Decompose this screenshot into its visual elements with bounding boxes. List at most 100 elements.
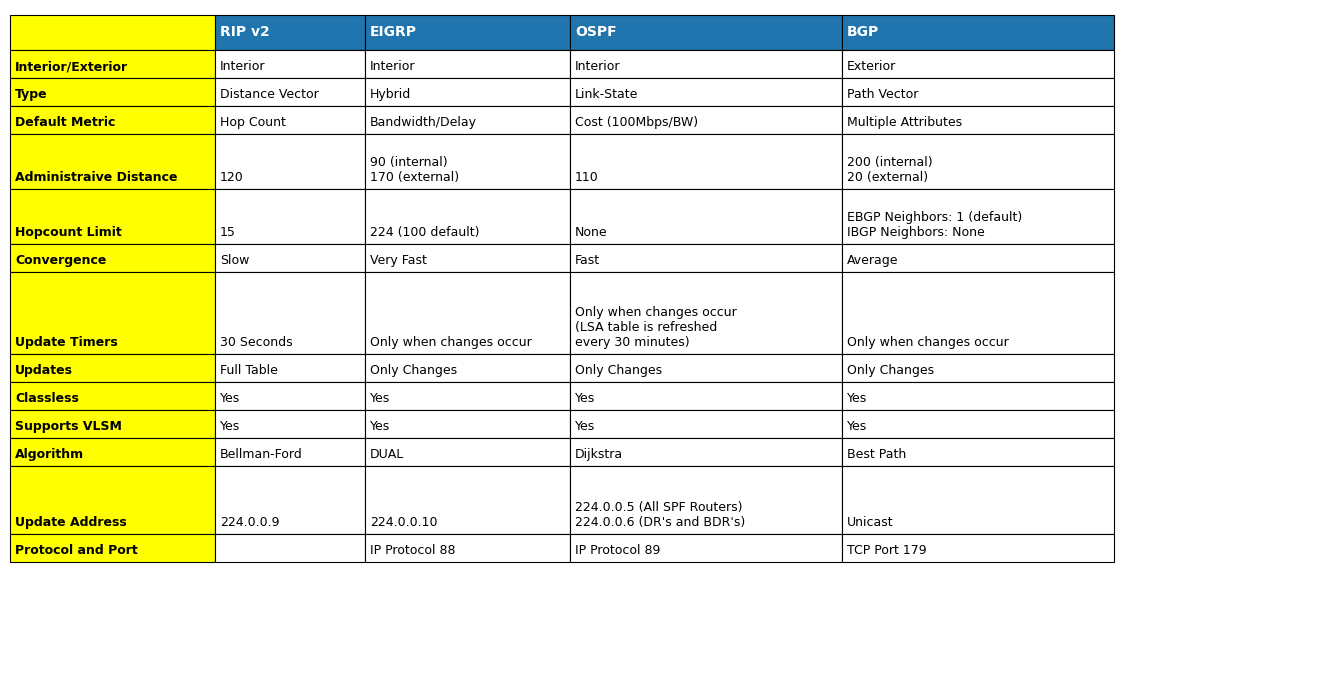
Bar	[11, 466, 214, 534]
Text: 224.0.0.5 (All SPF Routers)
224.0.0.6 (DR's and BDR's): 224.0.0.5 (All SPF Routers) 224.0.0.6 (D…	[575, 501, 745, 529]
Text: IP Protocol 88: IP Protocol 88	[369, 544, 455, 557]
Text: Link-State: Link-State	[575, 88, 638, 101]
Text: Type: Type	[15, 88, 48, 101]
Bar	[214, 382, 365, 410]
Text: Interior: Interior	[220, 60, 266, 73]
Text: 120: 120	[220, 171, 244, 184]
Text: Path Vector: Path Vector	[847, 88, 919, 101]
Text: EIGRP: EIGRP	[369, 26, 417, 39]
Text: Only Changes: Only Changes	[369, 364, 457, 377]
Text: RIP v2: RIP v2	[220, 26, 270, 39]
Text: Yes: Yes	[575, 420, 596, 433]
Bar	[11, 244, 214, 272]
Text: None: None	[575, 226, 608, 239]
Bar	[365, 134, 571, 189]
Text: 110: 110	[575, 171, 598, 184]
Bar	[11, 410, 214, 438]
Text: Yes: Yes	[220, 392, 240, 405]
Text: Exterior: Exterior	[847, 60, 896, 73]
Bar	[842, 354, 1113, 382]
Bar	[11, 15, 214, 50]
Text: Interior/Exterior: Interior/Exterior	[15, 60, 128, 73]
Bar	[365, 410, 571, 438]
Bar	[842, 78, 1113, 106]
Bar	[842, 272, 1113, 354]
Text: Very Fast: Very Fast	[369, 254, 426, 267]
Text: Convergence: Convergence	[15, 254, 106, 267]
Bar	[842, 410, 1113, 438]
Bar	[842, 534, 1113, 562]
Bar	[11, 134, 214, 189]
Bar	[571, 50, 842, 78]
Bar	[571, 438, 842, 466]
Text: Fast: Fast	[575, 254, 600, 267]
Text: Yes: Yes	[369, 392, 391, 405]
Text: Bellman-Ford: Bellman-Ford	[220, 448, 303, 461]
Text: Slow: Slow	[220, 254, 249, 267]
Bar	[571, 466, 842, 534]
Bar	[11, 438, 214, 466]
Bar	[214, 438, 365, 466]
Bar	[571, 106, 842, 134]
Text: Hybrid: Hybrid	[369, 88, 412, 101]
Bar	[11, 50, 214, 78]
Text: Distance Vector: Distance Vector	[220, 88, 319, 101]
Bar	[571, 134, 842, 189]
Text: Administraive Distance: Administraive Distance	[15, 171, 177, 184]
Text: Protocol and Port: Protocol and Port	[15, 544, 138, 557]
Text: Algorithm: Algorithm	[15, 448, 85, 461]
Text: Yes: Yes	[847, 392, 867, 405]
Text: Yes: Yes	[847, 420, 867, 433]
Bar	[571, 244, 842, 272]
Text: Unicast: Unicast	[847, 516, 894, 529]
Bar	[365, 189, 571, 244]
Text: 90 (internal)
170 (external): 90 (internal) 170 (external)	[369, 156, 459, 184]
Bar	[571, 382, 842, 410]
Text: Updates: Updates	[15, 364, 73, 377]
Text: Classless: Classless	[15, 392, 79, 405]
Bar	[571, 189, 842, 244]
Bar	[842, 106, 1113, 134]
Text: Only Changes: Only Changes	[847, 364, 935, 377]
Text: 200 (internal)
20 (external): 200 (internal) 20 (external)	[847, 156, 932, 184]
Bar	[11, 354, 214, 382]
Bar	[842, 189, 1113, 244]
Bar	[571, 534, 842, 562]
Bar	[842, 244, 1113, 272]
Bar	[214, 534, 365, 562]
Bar	[214, 244, 365, 272]
Text: EBGP Neighbors: 1 (default)
IBGP Neighbors: None: EBGP Neighbors: 1 (default) IBGP Neighbo…	[847, 211, 1022, 239]
Bar	[365, 15, 571, 50]
Bar	[214, 106, 365, 134]
Bar	[214, 272, 365, 354]
Text: Best Path: Best Path	[847, 448, 906, 461]
Text: Interior: Interior	[369, 60, 416, 73]
Bar	[365, 106, 571, 134]
Bar	[365, 272, 571, 354]
Bar	[214, 189, 365, 244]
Text: 30 Seconds: 30 Seconds	[220, 336, 293, 349]
Bar	[842, 134, 1113, 189]
Bar	[11, 272, 214, 354]
Text: Only when changes occur: Only when changes occur	[369, 336, 532, 349]
Bar	[214, 354, 365, 382]
Text: Dijkstra: Dijkstra	[575, 448, 624, 461]
Text: Multiple Attributes: Multiple Attributes	[847, 116, 963, 129]
Bar	[214, 410, 365, 438]
Bar	[571, 410, 842, 438]
Text: IP Protocol 89: IP Protocol 89	[575, 544, 661, 557]
Bar	[571, 272, 842, 354]
Text: Yes: Yes	[369, 420, 391, 433]
Bar	[365, 354, 571, 382]
Text: Average: Average	[847, 254, 899, 267]
Bar	[214, 134, 365, 189]
Text: Hopcount Limit: Hopcount Limit	[15, 226, 122, 239]
Bar	[365, 78, 571, 106]
Text: Yes: Yes	[575, 392, 596, 405]
Text: Interior: Interior	[575, 60, 621, 73]
Text: Yes: Yes	[220, 420, 240, 433]
Text: 15: 15	[220, 226, 236, 239]
Text: Bandwidth/Delay: Bandwidth/Delay	[369, 116, 477, 129]
Text: Update Timers: Update Timers	[15, 336, 118, 349]
Text: 224.0.0.9: 224.0.0.9	[220, 516, 279, 529]
